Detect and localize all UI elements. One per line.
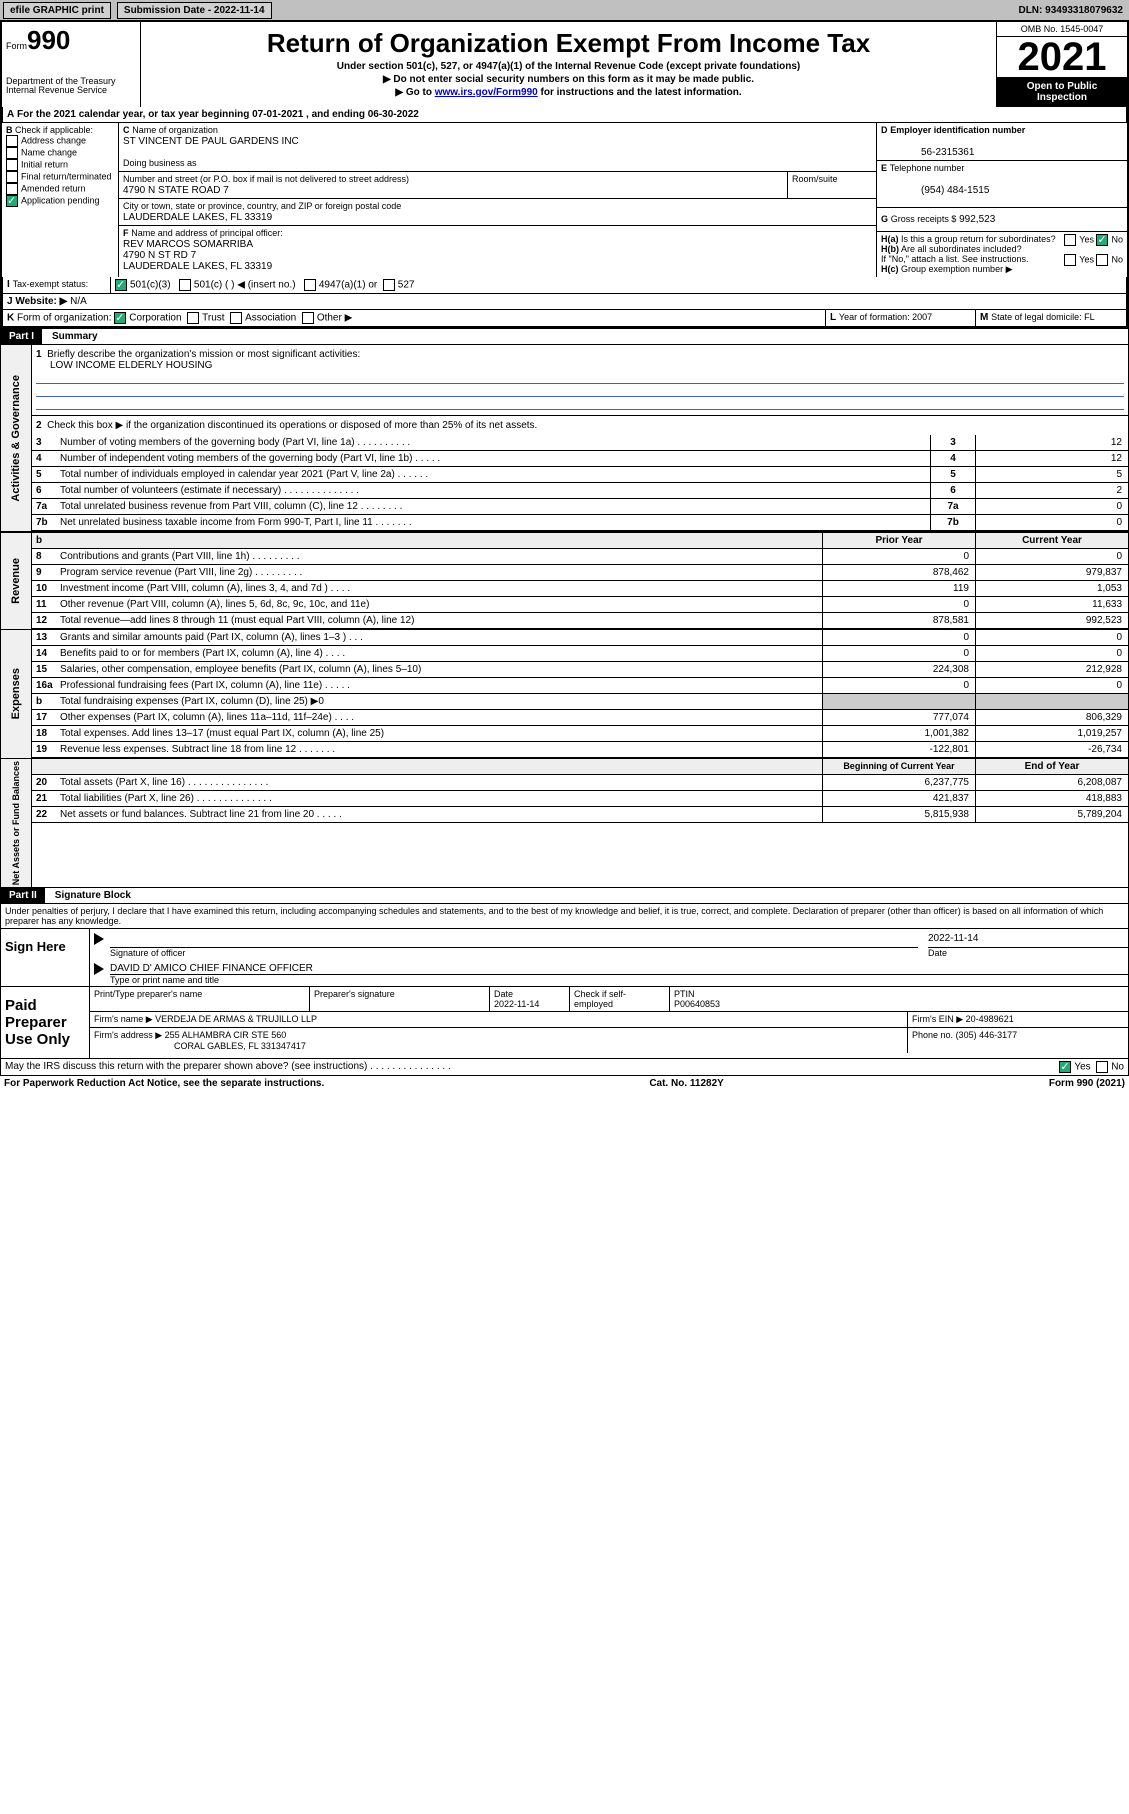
- gross-label: Gross receipts $: [891, 214, 957, 224]
- tel-label: Telephone number: [890, 163, 965, 173]
- note1: ▶ Do not enter social security numbers o…: [145, 74, 992, 85]
- rev-sidebar: Revenue: [8, 556, 24, 606]
- top-bar: efile GRAPHIC print Submission Date - 20…: [0, 0, 1129, 20]
- end-year-hdr: End of Year: [975, 759, 1128, 774]
- website-label: Website: ▶: [15, 296, 67, 307]
- ein-value: 56-2315361: [881, 147, 974, 158]
- firm-addr2: CORAL GABLES, FL 331347417: [94, 1041, 306, 1051]
- officer-addr2: LAUDERDALE LAKES, FL 33319: [123, 261, 272, 272]
- sig-officer-label: Signature of officer: [110, 948, 185, 958]
- year-formation: Year of formation: 2007: [839, 312, 932, 322]
- firm-name: VERDEJA DE ARMAS & TRUJILLO LLP: [155, 1014, 317, 1024]
- note2b: for instructions and the latest informat…: [541, 87, 742, 98]
- section-a: A For the 2021 calendar year, or tax yea…: [3, 107, 1126, 122]
- gross-value: 992,523: [959, 214, 995, 225]
- subdate-btn[interactable]: Submission Date - 2022-11-14: [117, 2, 272, 19]
- officer-addr1: 4790 N ST RD 7: [123, 250, 196, 261]
- dba-label: Doing business as: [123, 158, 197, 168]
- check-self: Check if self-employed: [570, 987, 670, 1011]
- q2-label: Check this box ▶ if the organization dis…: [47, 420, 537, 431]
- form-header: Form990 Department of the Treasury Inter…: [0, 20, 1129, 107]
- ha-label: Is this a group return for subordinates?: [901, 234, 1056, 244]
- arrow-icon: [94, 933, 104, 945]
- firm-addr1: 255 ALHAMBRA CIR STE 560: [165, 1030, 287, 1040]
- 501c: 501(c) ( ) ◀ (insert no.): [194, 280, 296, 291]
- 527: 527: [398, 280, 415, 291]
- note2a: ▶ Go to: [395, 87, 432, 98]
- prep-date: 2022-11-14: [494, 999, 539, 1009]
- 501c3: 501(c)(3): [130, 280, 171, 291]
- cat-no: Cat. No. 11282Y: [649, 1078, 723, 1089]
- q1-label: Briefly describe the organization's miss…: [47, 349, 360, 360]
- arrow-icon: [94, 963, 104, 975]
- form-subtitle: Under section 501(c), 527, or 4947(a)(1)…: [145, 61, 992, 72]
- mission-lines: [36, 371, 1124, 411]
- irs-link[interactable]: www.irs.gov/Form990: [435, 87, 538, 98]
- open-label: Open to Public: [1027, 81, 1098, 92]
- exp-sidebar: Expenses: [8, 666, 24, 721]
- curr-year-hdr: Current Year: [975, 533, 1128, 548]
- na-sidebar: Net Assets or Fund Balances: [9, 759, 23, 887]
- may-discuss: May the IRS discuss this return with the…: [5, 1061, 451, 1073]
- beg-year-hdr: Beginning of Current Year: [822, 759, 975, 774]
- inspection-label: Inspection: [1037, 92, 1087, 103]
- hb-label: Are all subordinates included?: [901, 244, 1022, 254]
- checkbox-col: B Check if applicable: Address change Na…: [2, 123, 119, 277]
- prior-year-hdr: Prior Year: [822, 533, 975, 548]
- q1-value: LOW INCOME ELDERLY HOUSING: [36, 360, 212, 371]
- hnote: If "No," attach a list. See instructions…: [881, 254, 1028, 264]
- ptin-value: P00640853: [674, 999, 720, 1009]
- dln-text: DLN: 93493318079632: [1018, 5, 1129, 16]
- sig-date-label: Date: [928, 948, 947, 958]
- penalties-text: Under penalties of perjury, I declare th…: [0, 904, 1129, 929]
- city-value: LAUDERDALE LAKES, FL 33319: [123, 212, 272, 223]
- paid-preparer-label: Paid Preparer Use Only: [1, 987, 90, 1058]
- prepname-label: Print/Type preparer's name: [90, 987, 310, 1011]
- gov-sidebar: Activities & Governance: [8, 373, 24, 504]
- prepsig-label: Preparer's signature: [310, 987, 490, 1011]
- street-label: Number and street (or P.O. box if mail i…: [123, 174, 409, 184]
- form-label: Form: [6, 41, 27, 51]
- tax-year: 2021: [997, 37, 1127, 77]
- 4947: 4947(a)(1) or: [319, 280, 377, 291]
- form-no-footer: Form 990 (2021): [1049, 1078, 1125, 1089]
- org-name-label: Name of organization: [132, 125, 218, 135]
- part1-label: Part I: [1, 329, 42, 344]
- korg-label: Form of organization:: [17, 313, 112, 324]
- summary-label: Summary: [42, 331, 98, 342]
- taxexempt-label: Tax-exempt status:: [13, 279, 89, 289]
- tel-value: (954) 484-1515: [881, 185, 989, 196]
- street-value: 4790 N STATE ROAD 7: [123, 185, 229, 196]
- officer-label: Name and address of principal officer:: [131, 228, 282, 238]
- hc-label: Group exemption number ▶: [901, 264, 1012, 274]
- paperwork-notice: For Paperwork Reduction Act Notice, see …: [4, 1078, 324, 1089]
- org-name: ST VINCENT DE PAUL GARDENS INC: [123, 136, 299, 147]
- sig-name-label: Type or print name and title: [110, 975, 219, 985]
- irs-label: Internal Revenue Service: [6, 86, 136, 96]
- form-number: 990: [27, 25, 70, 55]
- efile-btn[interactable]: efile GRAPHIC print: [3, 2, 111, 19]
- officer-name: REV MARCOS SOMARRIBA: [123, 239, 253, 250]
- sig-date-value: 2022-11-14: [928, 933, 1128, 948]
- sigblock-label: Signature Block: [45, 890, 131, 901]
- sign-here-label: Sign Here: [1, 929, 90, 986]
- firm-phone: (305) 446-3177: [956, 1030, 1018, 1040]
- part2-label: Part II: [1, 888, 45, 903]
- suite-label: Room/suite: [788, 172, 876, 198]
- form-title: Return of Organization Exempt From Incom…: [145, 28, 992, 59]
- city-label: City or town, state or province, country…: [123, 201, 401, 211]
- ein-label: Employer identification number: [890, 125, 1025, 135]
- website-value: N/A: [70, 296, 87, 307]
- sig-name-value: DAVID D' AMICO CHIEF FINANCE OFFICER: [110, 963, 1128, 975]
- domicile: State of legal domicile: FL: [991, 312, 1095, 322]
- firm-ein: 20-4989621: [966, 1014, 1014, 1024]
